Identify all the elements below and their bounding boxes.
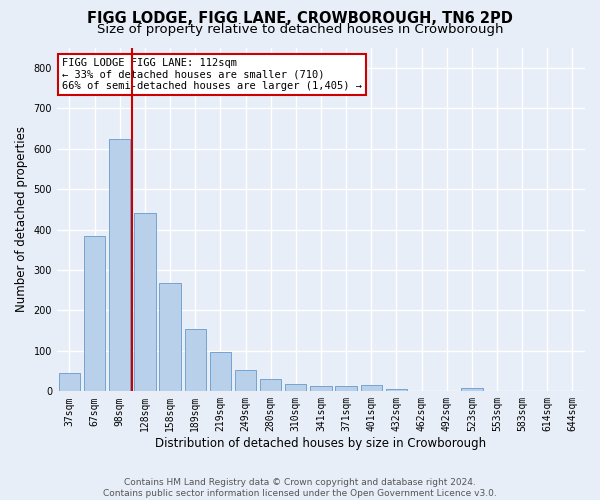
Y-axis label: Number of detached properties: Number of detached properties [15,126,28,312]
Bar [59,373,80,392]
Text: FIGG LODGE FIGG LANE: 112sqm
← 33% of detached houses are smaller (710)
66% of s: FIGG LODGE FIGG LANE: 112sqm ← 33% of de… [62,58,362,91]
Bar [335,386,357,392]
Bar [84,236,106,392]
Text: FIGG LODGE, FIGG LANE, CROWBOROUGH, TN6 2PD: FIGG LODGE, FIGG LANE, CROWBOROUGH, TN6 … [87,11,513,26]
Bar [461,388,482,392]
Text: Contains HM Land Registry data © Crown copyright and database right 2024.
Contai: Contains HM Land Registry data © Crown c… [103,478,497,498]
Bar [185,328,206,392]
Bar [386,388,407,392]
Bar [361,386,382,392]
Text: Size of property relative to detached houses in Crowborough: Size of property relative to detached ho… [97,22,503,36]
Bar [160,283,181,392]
Bar [260,379,281,392]
X-axis label: Distribution of detached houses by size in Crowborough: Distribution of detached houses by size … [155,437,487,450]
Bar [310,386,332,392]
Bar [285,384,307,392]
Bar [109,138,130,392]
Bar [235,370,256,392]
Bar [134,214,155,392]
Bar [209,352,231,392]
